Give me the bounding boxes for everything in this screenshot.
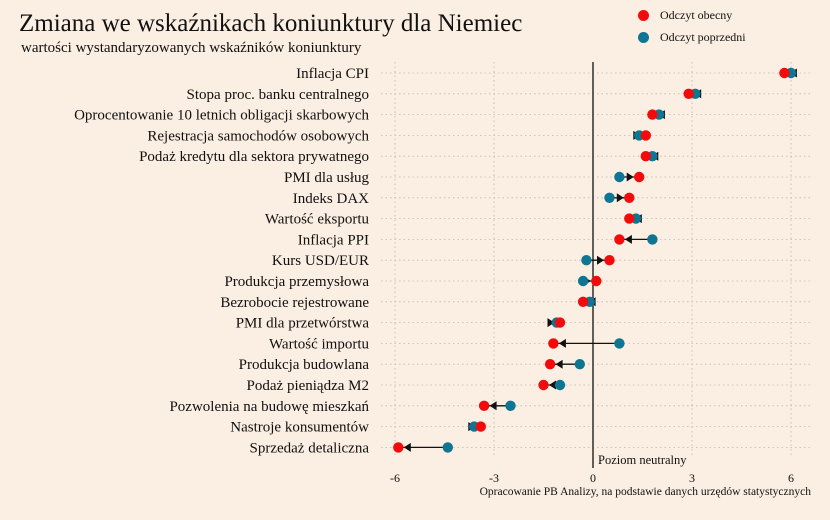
category-label: Oprocentowanie 10 letnich obligacji skar… [74, 108, 369, 124]
current-point [624, 213, 635, 224]
category-label: Pozwolenia na budowę mieszkań [169, 399, 369, 415]
category-label: Podaż pieniądza M2 [247, 378, 369, 394]
current-point [634, 171, 645, 183]
current-point [478, 400, 490, 411]
legend-item-current: Odczyt obecny [638, 4, 746, 26]
change-arrowhead [626, 172, 634, 182]
previous-point [614, 171, 625, 183]
current-point [577, 296, 589, 307]
source-note: Opracowanie PB Analizy, na podstawie dan… [479, 486, 811, 498]
current-point [393, 442, 404, 453]
category-label: Sprzedaż detaliczna [249, 440, 369, 456]
x-tick-label: 6 [788, 471, 794, 485]
current-point [538, 379, 549, 391]
change-arrowhead [547, 318, 555, 328]
change-arrowhead [489, 401, 497, 411]
legend-label-previous: Odczyt poprzedni [660, 29, 746, 44]
category-label: Stopa proc. banku centralnego [187, 87, 369, 103]
previous-point [614, 338, 625, 349]
current-point [475, 421, 486, 432]
chart-subtitle: wartości wystandaryzowanych wskaźników k… [21, 40, 362, 56]
x-tick-label: -6 [390, 471, 400, 485]
change-arrowhead [555, 359, 563, 369]
x-tick-label: 3 [689, 471, 695, 485]
change-arrowhead [624, 234, 632, 244]
previous-point [581, 255, 592, 266]
category-label: Kurs USD/EUR [272, 253, 369, 269]
category-label: Bezrobocie rejestrowane [220, 295, 369, 311]
legend-swatch-current [638, 9, 649, 21]
category-label: PMI dla usług [284, 170, 370, 186]
category-label: Wartość eksportu [265, 212, 370, 228]
category-label: Produkcja budowlana [239, 357, 370, 373]
legend-label-current: Odczyt obecny [660, 7, 733, 22]
chart-title: Zmiana we wskaźnikach koniunktury dla Ni… [19, 10, 523, 37]
x-tick-label: 0 [590, 471, 596, 485]
category-label: Indeks DAX [293, 191, 369, 207]
previous-point [574, 359, 585, 370]
category-label: PMI dla przetwórstwa [236, 316, 370, 332]
change-arrowhead [616, 193, 624, 203]
previous-point [577, 275, 589, 287]
legend: Odczyt obecny Odczyt poprzedni [638, 4, 746, 48]
category-label: Inflacja PPI [298, 232, 369, 248]
legend-item-previous: Odczyt poprzedni [638, 26, 746, 48]
current-point [640, 130, 651, 141]
neutral-label: Poziom neutralny [598, 453, 687, 467]
current-point [624, 192, 635, 203]
legend-swatch-previous [638, 31, 649, 43]
current-point [544, 359, 556, 370]
current-point [640, 151, 651, 162]
change-arrowhead [558, 338, 566, 348]
previous-point [442, 442, 453, 453]
category-label: Wartość importu [269, 336, 370, 352]
previous-point [505, 400, 516, 411]
current-point [548, 338, 559, 349]
category-label: Produkcja przemysłowa [224, 274, 369, 290]
current-point [779, 67, 790, 79]
current-point [554, 317, 566, 328]
x-tick-label: -3 [489, 471, 499, 485]
current-point [604, 255, 615, 266]
change-arrowhead [549, 380, 556, 390]
category-label: Nastroje konsumentów [230, 420, 369, 436]
current-point [683, 88, 694, 100]
current-point [614, 234, 625, 245]
change-arrowhead [597, 255, 604, 265]
previous-point [554, 379, 566, 391]
category-label: Rejestracja samochodów osobowych [147, 128, 369, 144]
current-point [647, 109, 658, 120]
category-label: Podaż kredytu dla sektora prywatnego [139, 149, 369, 165]
current-point [591, 275, 602, 287]
change-arrowhead [403, 442, 411, 452]
previous-point [647, 234, 658, 245]
previous-point [604, 192, 615, 203]
category-label: Inflacja CPI [296, 66, 369, 82]
